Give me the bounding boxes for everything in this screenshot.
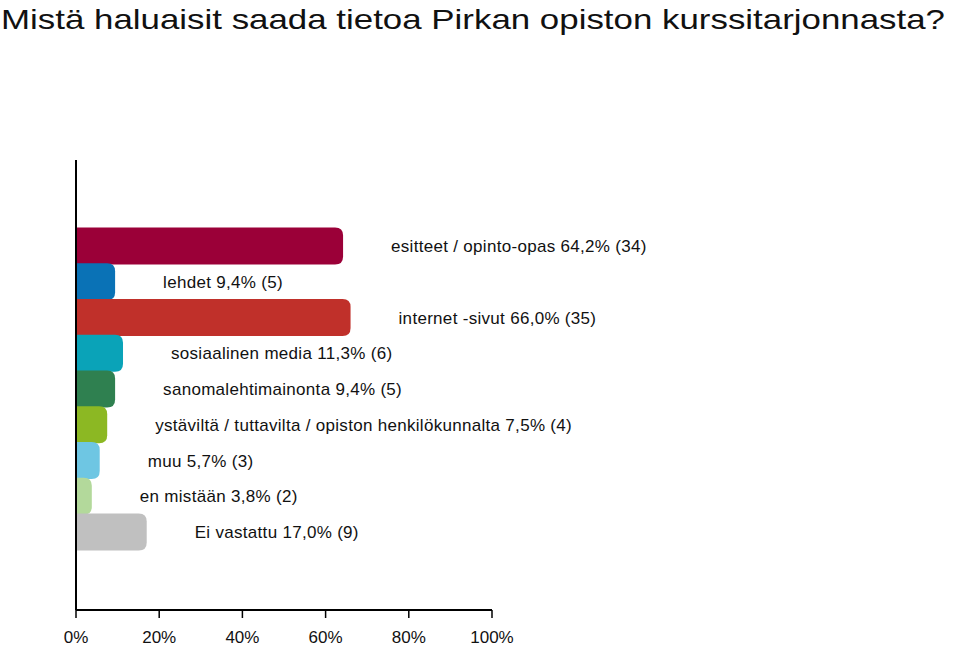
- bars: [76, 228, 351, 551]
- value-label: 7,5% (4): [505, 416, 572, 435]
- value-label: 3,8% (2): [231, 487, 298, 506]
- data-label: ystäviltä / tuttavilta / opiston henkilö…: [155, 416, 572, 435]
- tick: [408, 610, 410, 618]
- bar: [76, 299, 351, 336]
- data-label: muu 5,7% (3): [148, 452, 254, 471]
- bar: [76, 263, 115, 300]
- data-label: Ei vastattu 17,0% (9): [195, 523, 359, 542]
- category-label: sosiaalinen media: [171, 344, 317, 363]
- tick-label: 80%: [392, 628, 426, 647]
- category-label: en mistään: [140, 487, 231, 506]
- value-label: 5,7% (3): [187, 452, 254, 471]
- bar: [76, 228, 343, 265]
- tick-label: 40%: [225, 628, 259, 647]
- tick: [242, 610, 244, 618]
- bar: [76, 478, 92, 515]
- value-label: 64,2% (34): [561, 237, 647, 256]
- bar: [76, 371, 115, 408]
- value-label: 9,4% (5): [216, 273, 283, 292]
- value-label: 9,4% (5): [335, 380, 402, 399]
- bar: [76, 442, 100, 479]
- data-label: sanomalehtimainonta 9,4% (5): [163, 380, 402, 399]
- category-label: sanomalehtimainonta: [163, 380, 335, 399]
- chart: Mistä haluaisit saada tietoa Pirkan opis…: [0, 0, 960, 647]
- category-label: esitteet / opinto-opas: [391, 237, 560, 256]
- tick-label: 20%: [142, 628, 176, 647]
- bar: [76, 335, 123, 372]
- category-label: ystäviltä / tuttavilta / opiston henkilö…: [155, 416, 505, 435]
- category-label: lehdet: [163, 273, 216, 292]
- data-label: sosiaalinen media 11,3% (6): [171, 344, 392, 363]
- value-label: 66,0% (35): [510, 309, 596, 328]
- axes: 0% 20% 40% 60% 80% 100%: [64, 160, 514, 647]
- x-axis-line: [76, 609, 492, 611]
- tick: [325, 610, 327, 618]
- data-label: en mistään 3,8% (2): [140, 487, 298, 506]
- tick-label: 60%: [309, 628, 343, 647]
- data-label: lehdet 9,4% (5): [163, 273, 283, 292]
- y-axis-line: [75, 160, 77, 610]
- value-label: 17,0% (9): [282, 523, 358, 542]
- bar: [76, 406, 107, 443]
- bar: [76, 514, 147, 551]
- value-label: 11,3% (6): [317, 344, 392, 363]
- category-label: internet -sivut: [399, 309, 511, 328]
- data-label: esitteet / opinto-opas 64,2% (34): [391, 237, 647, 256]
- data-label: internet -sivut 66,0% (35): [399, 309, 597, 328]
- tick: [75, 610, 77, 618]
- data-labels: esitteet / opinto-opas 64,2% (34) lehdet …: [140, 237, 647, 542]
- tick: [158, 610, 160, 618]
- tick-label: 100%: [470, 628, 513, 647]
- tick-label: 0%: [64, 628, 89, 647]
- title: Mistä haluaisit saada tietoa Pirkan opis…: [1, 4, 945, 35]
- tick: [491, 610, 493, 618]
- category-label: muu: [148, 452, 187, 471]
- category-label: Ei vastattu: [195, 523, 283, 542]
